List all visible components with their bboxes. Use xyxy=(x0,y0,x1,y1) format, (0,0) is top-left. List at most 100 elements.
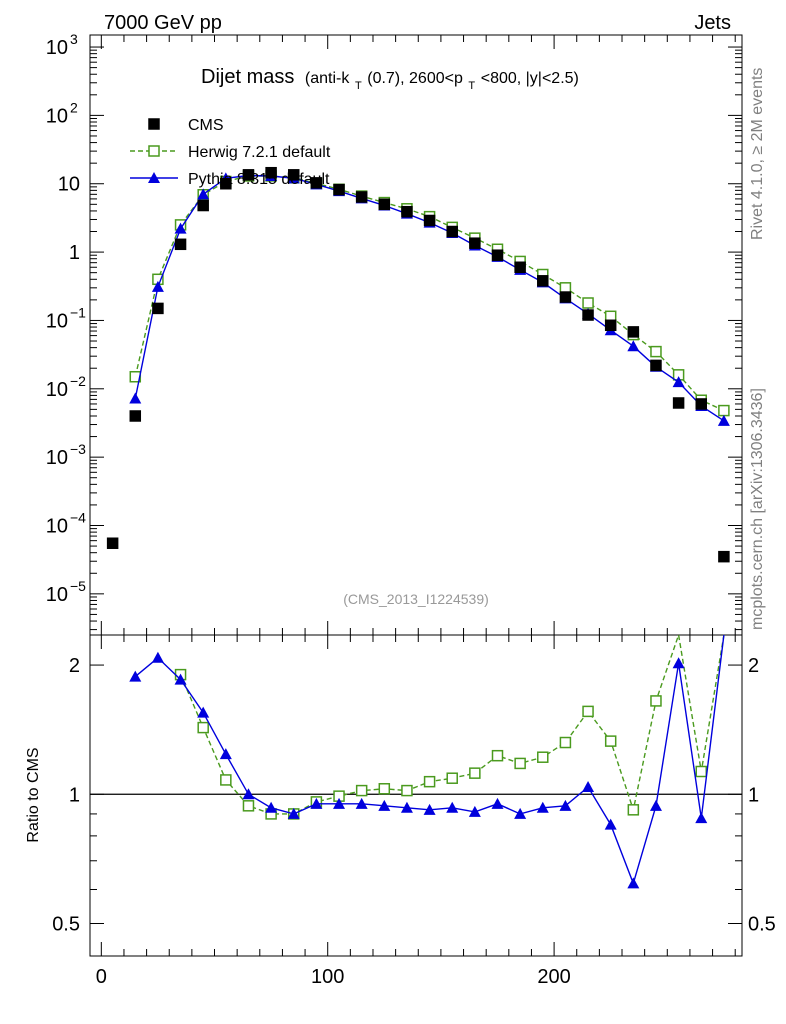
herwig-ratio-marker xyxy=(242,800,255,812)
main-y-tick-exponent: −5 xyxy=(70,578,86,594)
rivet-info-label: Rivet 4.1.0, ≥ 2M events xyxy=(749,68,766,240)
pythia-ratio-marker xyxy=(491,797,504,809)
herwig-marker xyxy=(650,345,662,358)
legend-cms-marker xyxy=(148,118,160,130)
main-y-tick-label: 10 xyxy=(46,515,68,537)
herwig-ratio-line xyxy=(179,634,725,815)
pythia-ratio-marker xyxy=(559,799,572,811)
cms-data-point xyxy=(355,191,368,203)
main-y-tick-label: 10 xyxy=(46,310,68,332)
pythia-ratio-marker xyxy=(627,877,640,889)
cms-data-point xyxy=(627,326,640,338)
pythia-ratio-marker xyxy=(423,803,436,815)
analysis-id-label: (CMS_2013_I1224539) xyxy=(343,591,489,607)
ratio-axes: 0 100 200 2 2 1 1 0.5 0.5 xyxy=(52,635,776,988)
x-tick-label: 200 xyxy=(537,966,570,988)
herwig-ratio-marker xyxy=(401,784,413,797)
pythia-ratio-marker xyxy=(219,748,232,760)
main-series xyxy=(106,166,730,563)
cms-data-point xyxy=(288,169,300,181)
pythia-ratio-marker xyxy=(582,780,595,792)
ratio-y-tick-label: 0.5 xyxy=(52,913,80,935)
ratio-plot-frame xyxy=(89,634,743,957)
title-detail-2: T xyxy=(355,80,362,92)
pythia-ratio-marker xyxy=(355,797,368,809)
herwig-marker xyxy=(582,297,594,309)
cms-data-point xyxy=(650,359,662,372)
cms-data-point xyxy=(672,397,685,409)
herwig-ratio-marker xyxy=(197,721,209,734)
main-y-tick-exponent: 2 xyxy=(70,99,78,115)
herwig-marker xyxy=(718,404,730,417)
pythia-ratio-marker xyxy=(287,807,300,819)
pythia-ratio-marker xyxy=(151,651,164,663)
pythia-ratio-marker xyxy=(604,818,617,830)
herwig-ratio-marker xyxy=(355,784,368,797)
cms-data-point xyxy=(333,183,345,196)
pythia-marker xyxy=(151,280,164,292)
cms-data-point xyxy=(446,225,458,238)
herwig-ratio-marker xyxy=(446,772,458,784)
pythia-ratio-marker xyxy=(310,797,323,809)
pythia-ratio-marker xyxy=(265,801,278,813)
pythia-ratio-line xyxy=(134,634,725,886)
cms-data-point xyxy=(242,169,255,181)
pythia-ratio-marker xyxy=(446,801,459,813)
ratio-y-tick-label-right: 0.5 xyxy=(748,913,776,935)
ratio-y-tick-label: 2 xyxy=(69,655,80,677)
cms-data-point xyxy=(469,237,481,249)
cms-data-point xyxy=(537,275,549,287)
legend: CMS Herwig 7.2.1 default Pythia 8.315 defa… xyxy=(130,117,331,188)
ratio-y-tick-label-right: 1 xyxy=(748,784,759,806)
cms-data-point xyxy=(378,198,391,211)
ratio-series xyxy=(129,634,725,889)
cms-data-point xyxy=(695,398,707,410)
pythia-marker xyxy=(672,376,685,388)
cms-data-point xyxy=(220,177,232,190)
pythia-ratio-marker xyxy=(514,807,527,819)
title-detail-1: (anti-k xyxy=(305,70,350,87)
cms-data-point xyxy=(604,319,617,332)
herwig-ratio-marker xyxy=(514,757,526,770)
main-y-tick-exponent: 3 xyxy=(70,31,78,47)
x-tick-label: 100 xyxy=(311,966,344,988)
pythia-marker xyxy=(174,222,187,234)
pythia-ratio-marker xyxy=(378,799,391,811)
main-y-tick-label: 10 xyxy=(46,105,68,127)
header-category: Jets xyxy=(694,12,731,34)
legend-herwig-marker xyxy=(148,145,160,157)
herwig-ratio-marker xyxy=(604,735,617,747)
cms-data-point xyxy=(559,291,572,303)
title-detail-4: T xyxy=(468,80,475,92)
main-y-tick-label: 10 xyxy=(46,37,68,59)
pythia-ratio-marker xyxy=(400,801,413,813)
pythia-marker xyxy=(129,392,142,404)
cms-data-point xyxy=(582,309,594,321)
herwig-ratio-marker xyxy=(220,774,232,786)
title-detail-5: <800, |y|<2.5) xyxy=(481,70,579,87)
ratio-y-axis-label: Ratio to CMS xyxy=(25,747,42,842)
main-y-tick-label: 10 xyxy=(46,447,68,469)
herwig-ratio-marker xyxy=(469,767,481,779)
pythia-ratio-marker xyxy=(468,805,481,817)
main-y-tick-exponent: −4 xyxy=(70,509,86,525)
main-y-tick-exponent: −2 xyxy=(70,373,86,389)
pythia-marker xyxy=(197,188,210,200)
main-y-tick-exponent: −1 xyxy=(70,304,86,320)
pythia-ratio-marker xyxy=(242,788,255,800)
cms-data-point xyxy=(423,214,436,227)
legend-label: Pythia 8.315 default xyxy=(188,171,330,188)
pythia-ratio-marker xyxy=(536,801,549,813)
cms-data-point xyxy=(152,302,164,315)
legend-label: CMS xyxy=(188,117,224,134)
header-energy: 7000 GeV pp xyxy=(104,12,222,34)
legend-pythia-marker xyxy=(148,172,160,183)
cms-data-point xyxy=(197,199,209,212)
cms-data-point xyxy=(106,537,119,549)
ratio-y-tick-label: 1 xyxy=(69,784,80,806)
main-y-tick-label: 10 xyxy=(58,174,80,196)
main-y-tick-label: 10 xyxy=(46,379,68,401)
cms-data-point xyxy=(491,249,504,261)
legend-label: Herwig 7.2.1 default xyxy=(188,144,331,161)
main-plot-title: Dijet mass (anti-k T (0.7), 2600<p T <80… xyxy=(201,66,579,94)
